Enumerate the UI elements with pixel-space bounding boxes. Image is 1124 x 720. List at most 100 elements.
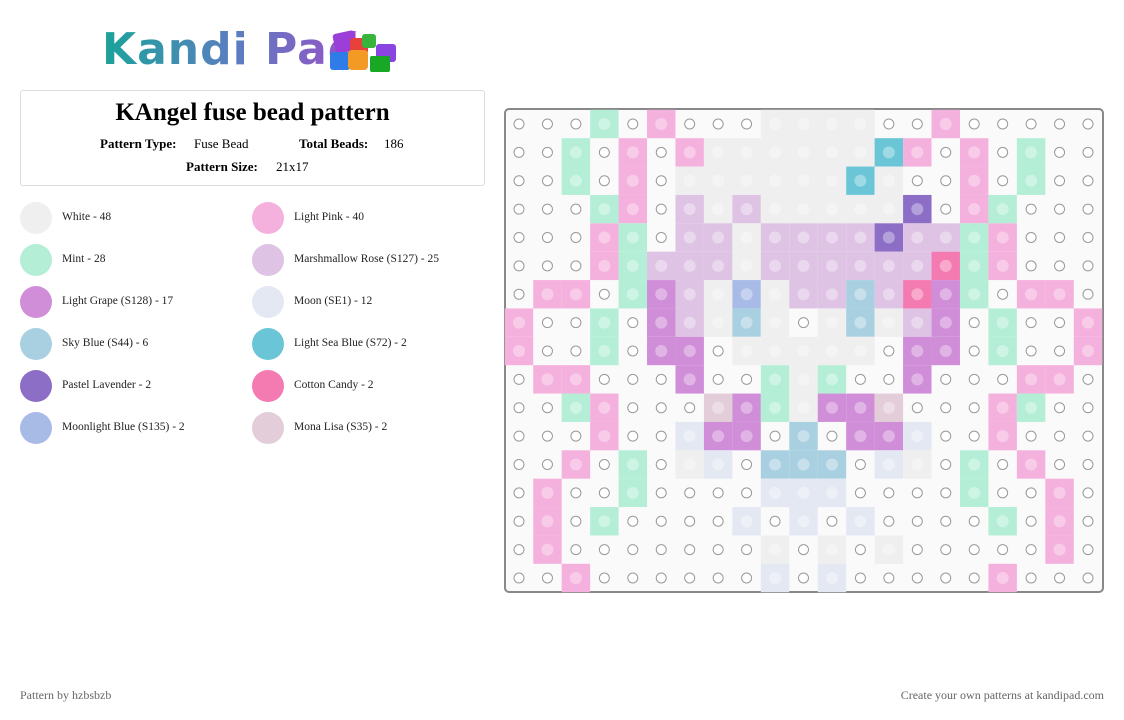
bead-hole	[996, 515, 1009, 528]
bead-hole	[769, 118, 782, 130]
empty-peg	[940, 175, 952, 187]
empty-peg	[513, 232, 525, 243]
bead	[590, 507, 619, 536]
legend-label: Cotton Candy - 2	[294, 379, 374, 391]
bead	[874, 535, 904, 564]
bead	[1045, 365, 1074, 394]
bead-hole	[1025, 174, 1038, 187]
bead	[561, 138, 591, 167]
bead	[817, 251, 847, 281]
bead-hole	[825, 259, 838, 272]
bead-hole	[769, 543, 782, 556]
empty-peg	[1025, 572, 1037, 584]
bead	[874, 166, 904, 195]
empty-peg	[627, 430, 639, 442]
empty-peg	[541, 203, 553, 215]
bead-hole	[797, 430, 810, 443]
empty-peg	[541, 430, 553, 442]
bead-hole	[854, 203, 867, 216]
size-label: Pattern Size:	[186, 159, 258, 174]
bead	[903, 450, 932, 479]
bead	[931, 223, 960, 252]
bead-hole	[882, 401, 895, 414]
empty-peg	[968, 345, 980, 357]
bead-hole	[968, 259, 981, 272]
empty-peg	[997, 146, 1009, 158]
bead	[590, 336, 619, 366]
empty-peg	[513, 175, 525, 187]
bead	[703, 194, 733, 224]
empty-peg	[1025, 345, 1037, 357]
bead	[817, 194, 847, 224]
empty-peg	[769, 515, 781, 527]
bead-hole	[740, 259, 753, 272]
bead-hole	[797, 146, 810, 159]
bead	[590, 393, 619, 422]
bead	[846, 194, 875, 224]
empty-peg	[741, 572, 753, 584]
bead-hole	[968, 146, 981, 159]
empty-peg	[513, 288, 525, 300]
bead-hole	[655, 345, 668, 357]
bead-hole	[1082, 316, 1094, 329]
bead	[988, 223, 1017, 252]
bead-hole	[1025, 458, 1038, 471]
bead	[533, 535, 562, 564]
bead	[703, 280, 733, 309]
bead-hole	[655, 288, 668, 301]
empty-peg	[940, 146, 952, 158]
empty-peg	[513, 203, 525, 215]
bead-hole	[769, 288, 782, 301]
bead	[533, 478, 562, 508]
empty-peg	[1054, 203, 1066, 215]
bead-hole	[882, 231, 895, 244]
empty-peg	[598, 175, 610, 187]
empty-peg	[655, 459, 667, 470]
empty-peg	[598, 487, 610, 499]
bead-hole	[683, 288, 696, 301]
bead-hole	[1053, 543, 1066, 556]
bead	[703, 251, 733, 281]
bead	[703, 421, 733, 451]
bead-hole	[797, 458, 810, 471]
bead	[931, 109, 960, 139]
bead	[1016, 280, 1046, 309]
empty-peg	[627, 402, 639, 414]
bead-hole	[797, 259, 810, 272]
bead-hole	[854, 345, 867, 357]
logo[interactable]: Kandi Pad	[102, 24, 361, 75]
bead	[789, 393, 818, 422]
empty-peg	[1054, 232, 1066, 243]
bead-hole	[769, 174, 782, 187]
bead	[817, 563, 847, 593]
bead-hole	[882, 174, 895, 187]
bead	[959, 194, 989, 224]
bead	[874, 280, 904, 309]
bead	[903, 421, 932, 451]
empty-peg	[684, 515, 696, 527]
bead	[874, 138, 904, 167]
empty-peg	[1054, 118, 1066, 130]
bead-hole	[740, 515, 753, 528]
bead	[903, 223, 932, 252]
empty-peg	[911, 515, 923, 527]
empty-peg	[1082, 203, 1094, 215]
bead-hole	[939, 316, 952, 329]
legend-label: Light Pink - 40	[294, 211, 364, 223]
empty-peg	[627, 544, 639, 556]
bead-hole	[911, 146, 924, 159]
bead-hole	[712, 430, 725, 443]
footer-link[interactable]: Create your own patterns at kandipad.com	[900, 688, 1104, 702]
empty-peg	[1082, 288, 1094, 300]
bead-hole	[939, 288, 952, 301]
bead	[817, 450, 847, 479]
legend-label: Pastel Lavender - 2	[62, 379, 152, 391]
empty-peg	[940, 572, 952, 584]
bead-hole	[598, 345, 611, 357]
legend-label: Moonlight Blue (S135) - 2	[62, 421, 185, 433]
bead-hole	[769, 316, 782, 329]
legend-swatch	[252, 328, 284, 360]
empty-peg	[1082, 146, 1094, 158]
empty-peg	[1082, 118, 1094, 130]
bead	[903, 308, 932, 337]
